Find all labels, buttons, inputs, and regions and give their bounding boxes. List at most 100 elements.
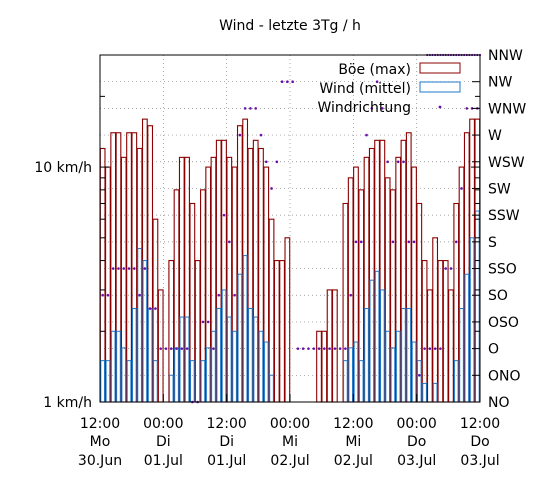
mean-bar	[131, 308, 137, 403]
x-tick-time-label: 12:00	[206, 416, 246, 432]
gust-bar	[316, 330, 322, 403]
x-tick-date-label: 03.Jul	[460, 453, 499, 469]
direction-point	[365, 133, 368, 137]
legend-swatch	[419, 62, 461, 74]
direction-point	[138, 293, 141, 297]
direction-point	[154, 307, 157, 310]
direction-point	[175, 347, 178, 350]
mean-bar	[168, 374, 174, 403]
mean-bar	[343, 360, 348, 403]
x-tick-time-label: 12:00	[333, 416, 373, 432]
mean-bar	[226, 316, 232, 403]
mean-bar	[242, 255, 248, 403]
direction-axis-label: O	[488, 342, 499, 358]
direction-point	[317, 347, 321, 350]
x-tick-day-label: Mi	[282, 434, 298, 450]
direction-point	[412, 240, 416, 244]
direction-point	[270, 187, 273, 190]
direction-point	[101, 293, 104, 297]
direction-point	[359, 240, 363, 244]
direction-point	[444, 267, 447, 270]
direction-axis-label: SSW	[488, 208, 520, 224]
x-tick-time-label: 12:00	[460, 416, 500, 432]
direction-point	[439, 347, 442, 350]
mean-bar	[110, 330, 116, 403]
y-tick-label: 1 km/h	[43, 395, 92, 411]
direction-point	[254, 107, 257, 110]
mean-bar	[416, 360, 422, 403]
direction-point	[243, 107, 247, 110]
mean-bar	[464, 273, 470, 403]
gust-bar	[273, 260, 280, 403]
direction-point	[122, 267, 126, 270]
direction-point	[449, 267, 453, 270]
mean-bar	[153, 360, 158, 403]
legend-swatch	[438, 105, 442, 109]
direction-axis-label: WNW	[488, 101, 526, 117]
legend-label: Windrichtung	[317, 100, 411, 116]
mean-bar	[385, 330, 390, 403]
direction-axis-label: OSO	[488, 315, 519, 331]
direction-point	[338, 347, 342, 350]
mean-bar	[390, 347, 396, 403]
gust-bar	[279, 260, 285, 403]
mean-bar	[126, 360, 132, 403]
x-tick-date-label: 01.Jul	[207, 453, 246, 469]
direction-point	[217, 293, 221, 297]
direction-point	[249, 107, 252, 110]
direction-axis-label: WSW	[488, 155, 525, 171]
direction-point	[280, 80, 284, 83]
x-tick-date-label: 01.Jul	[144, 453, 183, 469]
direction-point	[111, 267, 115, 270]
direction-axis-label: NW	[488, 75, 512, 91]
gust-bar	[437, 260, 444, 403]
mean-bar	[263, 341, 269, 403]
x-tick-date-label: 30.Jun	[78, 453, 122, 469]
mean-bar	[469, 237, 475, 403]
gust-series	[99, 118, 481, 403]
direction-point	[164, 347, 168, 350]
direction-point	[275, 160, 279, 164]
direction-point	[185, 347, 189, 350]
direction-point	[402, 160, 405, 164]
direction-axis-label: SSO	[488, 262, 517, 278]
direction-axis-label: S	[488, 235, 497, 251]
mean-bar	[211, 330, 216, 403]
direction-point	[264, 160, 268, 164]
direction-point	[465, 107, 469, 110]
direction-point	[206, 320, 210, 324]
direction-point	[127, 267, 131, 270]
mean-bar	[248, 308, 253, 403]
y-tick-label: 10 km/h	[34, 160, 92, 176]
direction-point	[212, 347, 215, 350]
y-axis-ticks	[100, 54, 480, 403]
mean-bar	[190, 360, 195, 403]
mean-bar	[395, 330, 401, 403]
gust-bar	[426, 289, 433, 403]
mean-bar	[258, 330, 264, 403]
mean-bar	[269, 374, 274, 403]
direction-point	[418, 374, 421, 377]
x-tick-day-label: Do	[407, 434, 426, 450]
direction-point	[354, 240, 358, 244]
direction-point	[328, 347, 331, 350]
direction-axis-label: ONO	[488, 368, 521, 384]
direction-point	[333, 347, 337, 350]
x-tick-day-label: Mo	[90, 434, 111, 450]
legend-label: Wind (mittel)	[319, 81, 411, 97]
mean-bar	[205, 347, 211, 403]
mean-bar	[353, 341, 359, 403]
direction-point	[307, 347, 310, 350]
mean-bar	[116, 330, 121, 403]
direction-point	[407, 240, 411, 244]
direction-point	[180, 347, 184, 350]
direction-point	[201, 320, 205, 324]
direction-point	[228, 240, 231, 244]
x-tick-time-label: 00:00	[143, 416, 183, 432]
direction-point	[259, 133, 263, 137]
direction-point	[291, 80, 294, 83]
direction-point	[323, 347, 326, 350]
mean-bar	[174, 347, 179, 403]
mean-bar	[221, 289, 227, 403]
direction-axis-label: SW	[488, 181, 511, 197]
